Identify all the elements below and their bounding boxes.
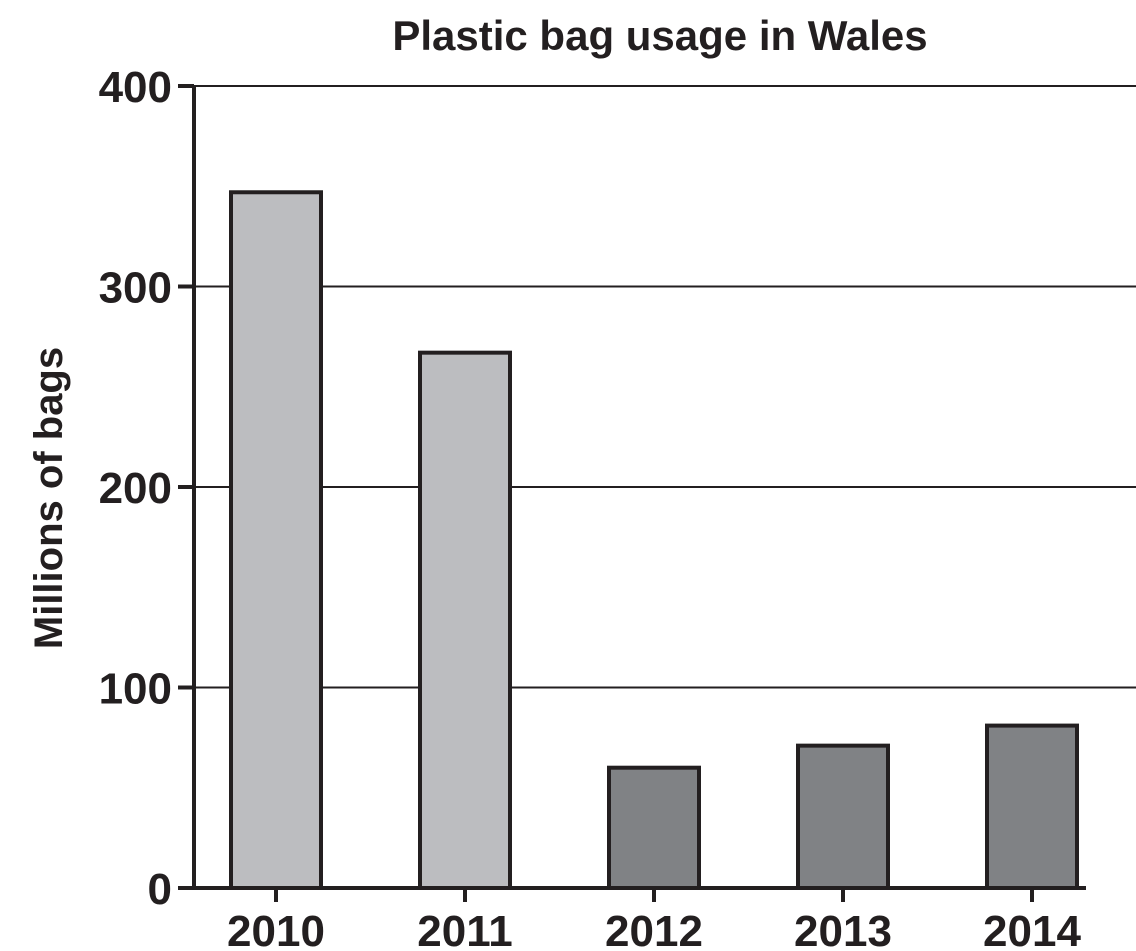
- x-tick-label-2010: 2010: [227, 907, 325, 951]
- y-tick-label-0: 0: [148, 865, 172, 914]
- y-tick-label-400: 400: [99, 63, 172, 112]
- bar-2011: [418, 350, 512, 891]
- gridlines: [194, 85, 1136, 689]
- y-axis-label: Millions of bags: [27, 347, 71, 649]
- chart-title: Plastic bag usage in Wales: [392, 12, 927, 59]
- bar-2014: [985, 723, 1079, 890]
- bar-2013: [796, 743, 890, 891]
- x-tick-label-2014: 2014: [983, 907, 1081, 951]
- y-tick-label-300: 300: [99, 264, 172, 313]
- x-tick-label-2012: 2012: [605, 907, 703, 951]
- y-tick-label-200: 200: [99, 464, 172, 513]
- bar-2012: [607, 765, 701, 891]
- x-tick-label-2013: 2013: [794, 907, 892, 951]
- bars: [229, 190, 1079, 891]
- x-tick-label-2011: 2011: [417, 907, 512, 951]
- bar-2010: [229, 190, 323, 890]
- y-tick-label-100: 100: [99, 665, 172, 714]
- axis-ticks: 0 100 200 300 400 2010 2011 2012 2013 2014: [99, 63, 1082, 951]
